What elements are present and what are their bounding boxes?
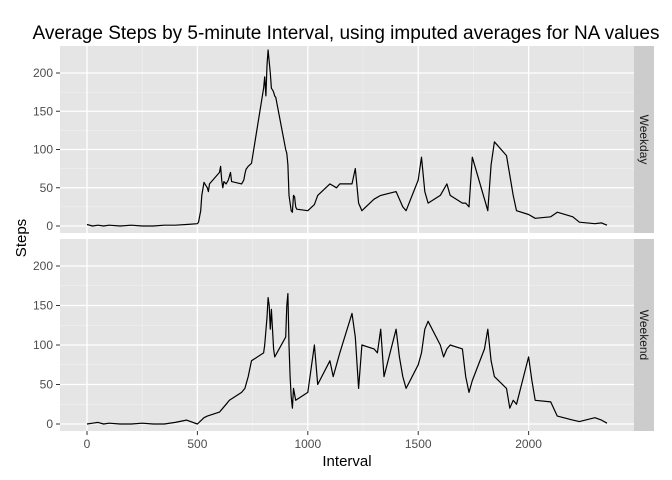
y-tick-label: 50: [40, 181, 54, 195]
y-axis-title: Steps: [13, 219, 30, 257]
panel-weekend: 0 50 100 150 200 Weekend: [33, 239, 654, 431]
y-tick-label: 0: [46, 417, 53, 431]
x-axis: 0 500 1000 1500 2000: [84, 431, 542, 451]
x-axis-title: Interval: [322, 453, 371, 470]
facet-strip-label: Weekend: [637, 310, 651, 360]
x-tick-label: 0: [84, 437, 91, 451]
y-tick-label: 200: [33, 66, 53, 80]
y-tick-label: 100: [33, 143, 53, 157]
x-tick-label: 500: [187, 437, 207, 451]
y-tick-label: 150: [33, 104, 53, 118]
x-tick-label: 2000: [515, 437, 542, 451]
panel-background: [60, 239, 634, 431]
panel-weekday: 0 50 100 150 200 Weekday: [33, 46, 654, 233]
y-tick-label: 0: [46, 219, 53, 233]
x-tick-label: 1000: [294, 437, 321, 451]
y-tick-label: 50: [40, 378, 54, 392]
facet-panels: 0 50 100 150 200 Weekday 0 50 100 150 200 Weekend: [33, 46, 654, 431]
y-tick-label: 100: [33, 338, 53, 352]
facet-strip: [634, 46, 654, 233]
chart-title: Average Steps by 5-minute Interval, usin…: [33, 23, 660, 44]
y-tick-label: 150: [33, 299, 53, 313]
series-line-weekend: [86, 293, 608, 425]
facet-strip: [634, 239, 654, 431]
facet-strip-label: Weekday: [637, 115, 651, 165]
x-tick-label: 1500: [405, 437, 432, 451]
y-tick-label: 200: [33, 259, 53, 273]
series-line-weekday: [86, 49, 608, 227]
panel-background: [60, 46, 634, 233]
